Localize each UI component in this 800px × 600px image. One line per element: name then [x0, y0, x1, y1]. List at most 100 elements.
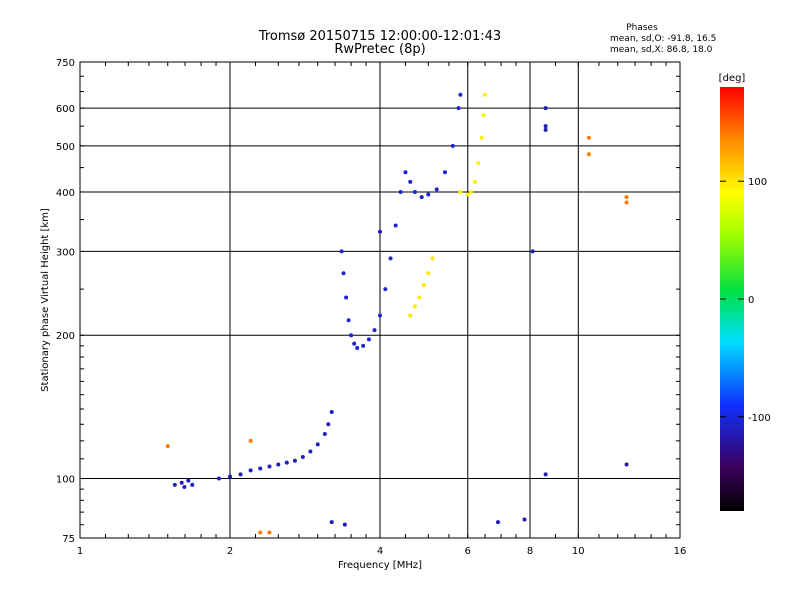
data-point — [419, 195, 424, 200]
data-points — [165, 92, 629, 535]
data-point — [543, 124, 548, 129]
data-point — [352, 341, 357, 346]
x-tick-label: 4 — [377, 546, 383, 557]
data-point — [388, 256, 393, 261]
data-point — [258, 530, 263, 535]
colorbar-ticks: 100 0 -100 — [720, 177, 771, 424]
data-point — [398, 189, 403, 194]
data-point — [543, 127, 548, 132]
phase-stat-x: mean, sd,X: 86.8, 18.0 — [610, 45, 713, 55]
data-point — [378, 313, 382, 318]
data-point — [624, 200, 629, 205]
data-point — [186, 478, 191, 483]
data-point — [530, 249, 535, 254]
y-tick-label: 100 — [56, 475, 75, 486]
phase-stat-o: mean, sd,O: -91.8, 16.5 — [610, 34, 716, 44]
data-point — [426, 192, 431, 197]
data-point — [476, 161, 481, 166]
data-point — [284, 460, 289, 465]
data-point — [326, 422, 331, 427]
data-point — [378, 229, 382, 234]
data-point — [479, 135, 484, 140]
data-point — [329, 409, 334, 414]
data-point — [426, 271, 431, 276]
data-point — [190, 482, 195, 487]
data-point — [408, 313, 413, 318]
data-point — [624, 195, 629, 200]
data-point — [349, 333, 354, 338]
axis-ticks: 1 2 4 6 8 10 16 75 100 200 300 400 500 600 750 — [56, 58, 686, 557]
data-point — [165, 444, 170, 449]
y-tick-label: 300 — [56, 247, 75, 258]
data-point — [430, 256, 435, 261]
data-point — [267, 530, 272, 535]
data-point — [339, 249, 344, 254]
data-point — [465, 192, 470, 197]
data-point — [469, 189, 474, 194]
data-point — [276, 462, 281, 467]
data-point — [344, 295, 349, 300]
y-tick-label: 75 — [62, 534, 75, 545]
chart-subtitle: RwPretec (8p) — [334, 42, 425, 57]
data-point — [179, 480, 184, 485]
x-tick-label: 6 — [465, 546, 471, 557]
data-point — [322, 432, 327, 437]
data-point — [228, 474, 232, 479]
data-point — [372, 328, 377, 333]
data-point — [383, 287, 388, 292]
data-point — [412, 189, 417, 194]
data-point — [417, 295, 422, 300]
data-point — [292, 458, 297, 463]
data-point — [456, 106, 461, 111]
y-tick-label: 500 — [56, 142, 75, 153]
data-point — [434, 187, 439, 192]
data-point — [543, 472, 548, 477]
data-point — [458, 189, 463, 194]
data-point — [543, 106, 548, 111]
y-tick-label: 750 — [56, 58, 75, 69]
x-axis-label: Frequency [MHz] — [338, 560, 422, 571]
data-point — [308, 449, 313, 454]
colorbar-tick-label: 0 — [748, 295, 754, 306]
data-point — [346, 318, 351, 323]
data-point — [472, 179, 477, 184]
x-tick-label: 16 — [674, 546, 687, 557]
data-point — [450, 143, 455, 148]
data-point — [495, 520, 500, 525]
y-tick-label: 600 — [56, 104, 75, 115]
data-point — [421, 283, 426, 288]
data-point — [483, 92, 488, 97]
colorbar-tick-label: -100 — [748, 413, 771, 424]
colorbar-label: [deg] — [719, 73, 746, 84]
chart-title: Tromsø 20150715 12:00:00-12:01:43 — [258, 29, 501, 44]
x-tick-label: 10 — [572, 546, 585, 557]
data-point — [393, 223, 398, 228]
data-point — [412, 304, 417, 309]
x-tick-label: 8 — [527, 546, 533, 557]
y-tick-label: 200 — [56, 331, 75, 342]
data-point — [366, 337, 371, 342]
data-point — [624, 462, 629, 467]
data-point — [182, 484, 187, 489]
data-point — [586, 152, 591, 157]
colorbar-tick-label: 100 — [748, 177, 767, 188]
data-point — [586, 135, 591, 140]
data-point — [342, 522, 347, 527]
data-point — [267, 464, 272, 469]
data-point — [216, 476, 221, 481]
data-point — [172, 482, 177, 487]
phase-header: Phases — [626, 23, 658, 33]
data-point — [403, 170, 408, 175]
data-point — [315, 442, 320, 447]
data-point — [481, 113, 486, 118]
data-point — [300, 454, 305, 459]
x-tick-label: 1 — [77, 546, 83, 557]
data-point — [408, 179, 413, 184]
y-tick-label: 400 — [56, 188, 75, 199]
data-point — [329, 520, 334, 525]
data-point — [355, 346, 360, 351]
data-point — [361, 343, 366, 348]
y-axis-label: Stationary phase Virtual Height [km] — [40, 208, 51, 392]
data-point — [248, 438, 253, 443]
